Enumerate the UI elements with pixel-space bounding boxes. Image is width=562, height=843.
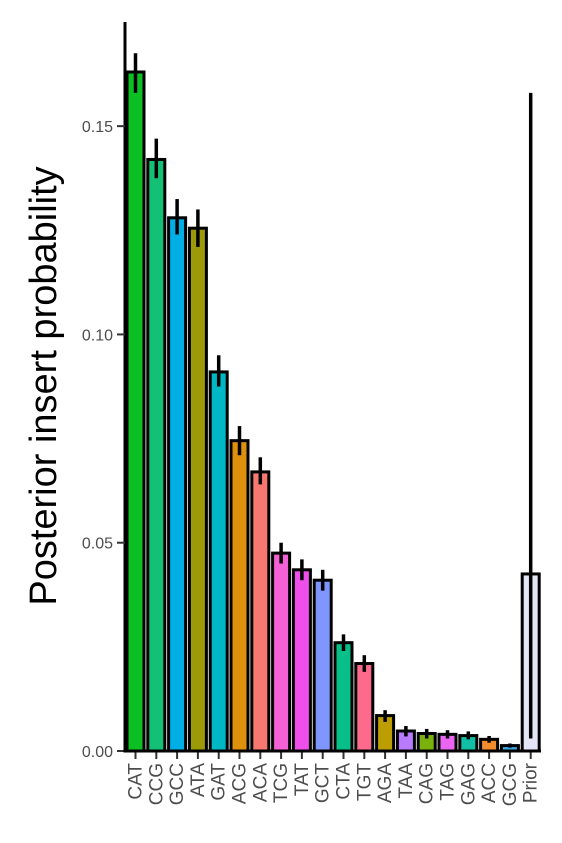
bar-cat [125, 70, 146, 753]
x-tick-label-gcg: GCG [500, 763, 521, 806]
x-tick-label-cat: CAT [126, 763, 147, 800]
error-bars [133, 53, 533, 748]
bar-cta [333, 641, 354, 753]
y-tick-label: 0.15 [82, 119, 113, 136]
x-tick-label-aga: AGA [375, 763, 396, 803]
y-tick-label: 0.05 [82, 536, 113, 553]
x-tick-label-ccg: CCG [146, 763, 167, 805]
x-tick-label-acg: ACG [230, 763, 251, 804]
y-tick-label: 0.00 [82, 744, 113, 761]
x-tick-label-gct: GCT [313, 763, 334, 804]
bar-ata [187, 226, 208, 753]
x-tick-label-acc: ACC [479, 763, 500, 803]
bar-acg [229, 439, 250, 753]
x-tick-label-gcc: GCC [167, 763, 188, 805]
bar-tcg [271, 551, 292, 753]
x-tick-label-cta: CTA [334, 763, 355, 800]
x-tick-label-gag: GAG [458, 763, 479, 805]
x-tick-label-tgt: TGT [354, 763, 375, 801]
x-tick-label-aca: ACA [250, 763, 271, 802]
bar-aca [250, 470, 271, 753]
bar-tat [291, 568, 312, 753]
x-tick-label-gat: GAT [209, 763, 230, 801]
x-tick-label-prior: Prior [521, 762, 542, 803]
x-tick-label-tcg: TCG [271, 763, 292, 803]
x-tick-label-tat: TAT [292, 763, 313, 796]
bar-ccg [146, 157, 167, 753]
bar-gcc [167, 216, 188, 753]
bar-gat [208, 370, 229, 753]
bars [125, 70, 541, 753]
y-axis-title: Posterior insert probability [23, 166, 65, 605]
x-tick-label-taa: TAA [396, 763, 417, 799]
x-axis: CAT CCG GCC ATA GAT ACG ACA TCG TAT GCT CTA TGT AGA T… [123, 749, 542, 806]
x-tick-label-cag: CAG [417, 763, 438, 804]
x-tick-label-tag: TAG [438, 763, 459, 801]
y-tick-label: 0.10 [82, 327, 113, 344]
bar-tgt [354, 662, 375, 753]
bar-gct [312, 578, 333, 753]
y-axis: 0.00 0.05 0.10 0.15 [82, 22, 127, 761]
x-tick-label-ata: ATA [188, 763, 209, 797]
